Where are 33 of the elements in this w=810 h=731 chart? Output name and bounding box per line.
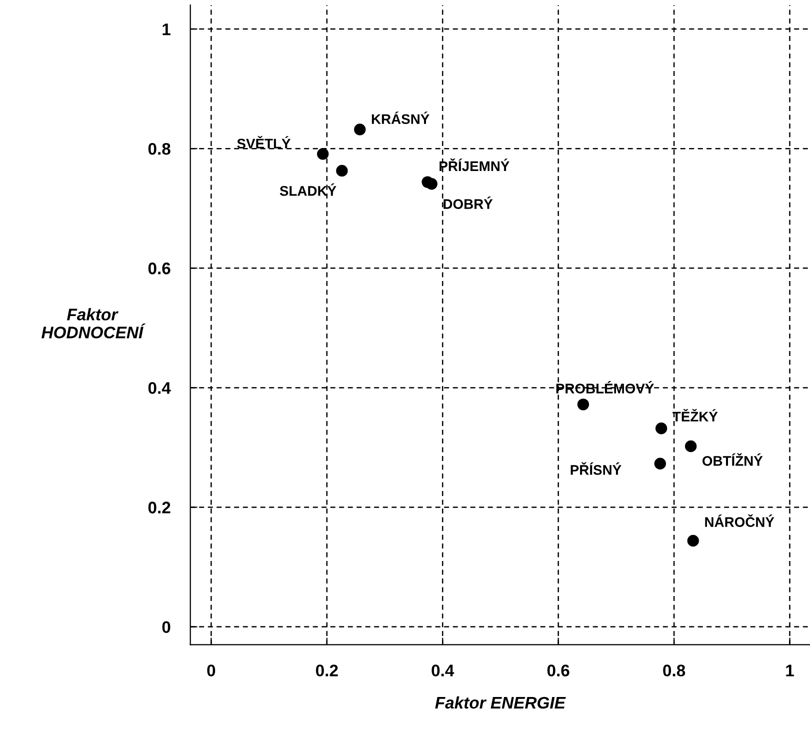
point: [684, 440, 697, 452]
point: [655, 422, 668, 434]
point: [354, 124, 366, 136]
y-tick-label: 0: [162, 621, 170, 634]
point: [336, 164, 348, 177]
point: [687, 534, 699, 547]
y-tick-label: 0.8: [148, 142, 170, 155]
annotation: KRÁSNÝ: [372, 112, 430, 124]
y-tick-label: 0.4: [148, 382, 171, 394]
x-tick-label: 0.8: [663, 664, 686, 676]
point: [654, 458, 666, 470]
point: [317, 148, 329, 160]
annotation: SVĚTLÝ: [237, 136, 291, 149]
y-axis-title: Faktor HODNOCENÍ: [42, 308, 146, 338]
y-tick-label: 1: [162, 24, 170, 36]
annotation: NÁROČNÝ: [705, 514, 774, 527]
annotation: TĚŽKÝ: [672, 408, 718, 422]
annotation: SLADKÝ: [280, 183, 336, 196]
y-tick-label: 0.6: [148, 262, 170, 274]
x-axis-title: Faktor ENERGIE: [435, 696, 566, 709]
point: [577, 398, 590, 410]
annotation: PROBLÉMOVÝ: [556, 381, 654, 394]
annotation: PŘÍJEMNÝ: [440, 158, 510, 172]
annotation: DOBRÝ: [444, 196, 493, 209]
y-tick-label: 0.2: [148, 502, 170, 514]
point: [426, 178, 438, 190]
x-tick-label: 0.2: [316, 664, 338, 676]
x-tick-label: 0: [207, 664, 216, 676]
annotation: OBTÍŽNÝ: [702, 453, 763, 466]
x-tick-label: 1: [786, 664, 794, 676]
x-tick-label: 0.6: [547, 664, 570, 676]
x-tick-label: 0.4: [432, 664, 454, 676]
annotation: PŘÍSNÝ: [570, 462, 622, 475]
